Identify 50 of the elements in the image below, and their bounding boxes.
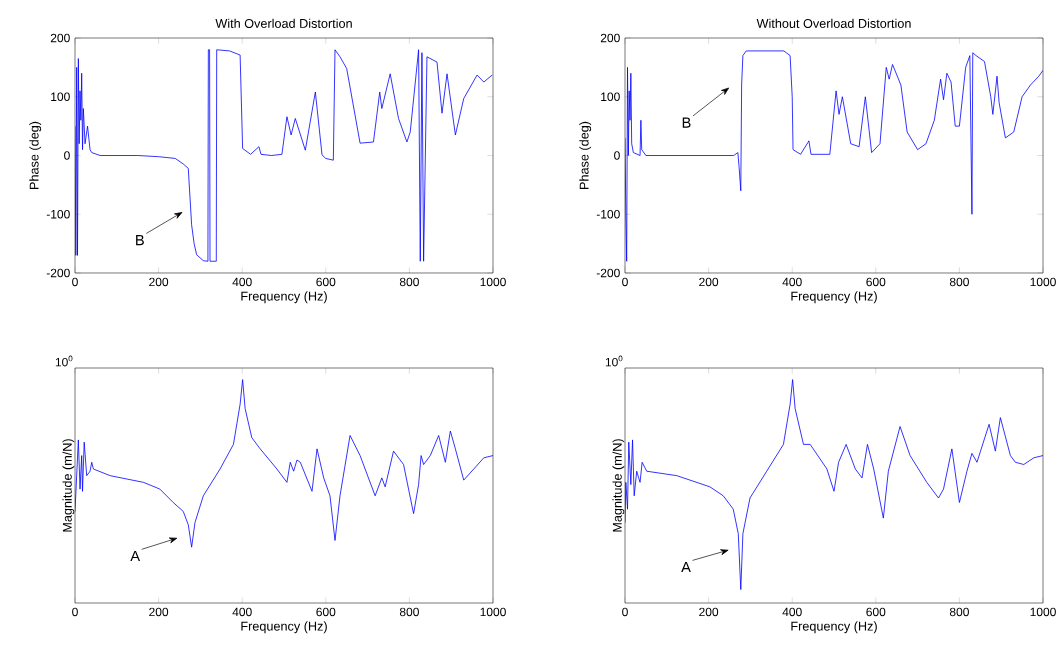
x-tick-label: 1000 — [1030, 277, 1056, 287]
y-axis-title: Magnitude (m/N) — [612, 439, 625, 532]
x-tick-label: 0 — [622, 607, 628, 617]
y-tick-label: -100 — [46, 210, 70, 219]
x-tick-label: 800 — [949, 277, 969, 287]
x-tick-label: 200 — [149, 607, 169, 617]
x-tick-label: 1000 — [1030, 607, 1056, 617]
annotation: A — [130, 550, 141, 562]
chart-title: Without Overload Distortion — [756, 18, 911, 28]
x-axis-title: Frequency (Hz) — [241, 621, 327, 634]
text: 10$^{0}$ — [605, 355, 623, 367]
x-tick-label: 200 — [149, 277, 169, 287]
y-tick-label: -200 — [46, 268, 70, 278]
annotation: B — [682, 117, 691, 128]
x-tick-label: 400 — [232, 277, 252, 287]
x-tick-label: 0 — [72, 607, 78, 617]
y-tick-label: -100 — [596, 210, 620, 219]
y-tick-label: 100 — [601, 92, 620, 102]
x-tick-label: 0 — [622, 277, 628, 287]
x-tick-label: 400 — [232, 607, 252, 617]
y-axis-title: Phase (deg) — [29, 121, 42, 189]
x-axis-title: Frequency (Hz) — [791, 621, 877, 634]
x-tick-label: 600 — [866, 607, 886, 617]
annotation: B — [136, 235, 144, 246]
annotation: A — [681, 562, 691, 573]
x-tick-label: 800 — [949, 607, 969, 617]
x-tick-label: 1000 — [480, 607, 506, 617]
x-axis-title: Frequency (Hz) — [241, 291, 327, 304]
y-axis-title: Phase (deg) — [579, 121, 592, 189]
y-tick-label: 200 — [50, 33, 70, 43]
x-tick-label: 0 — [72, 277, 78, 287]
x-tick-label: 400 — [782, 607, 802, 617]
x-tick-label: 200 — [699, 277, 719, 287]
x-tick-label: 1000 — [480, 277, 506, 287]
x-tick-label: 600 — [866, 277, 886, 287]
x-axis-title: Frequency (Hz) — [791, 291, 877, 304]
text: 10$^{0}$ — [55, 355, 73, 367]
y-tick-label: 200 — [600, 33, 620, 43]
y-tick-label: -200 — [596, 268, 620, 278]
x-tick-label: 800 — [399, 277, 419, 287]
x-tick-label: 400 — [782, 277, 802, 287]
x-tick-label: 800 — [399, 607, 419, 617]
y-tick-label: 100 — [51, 92, 70, 102]
x-tick-label: 600 — [316, 607, 336, 617]
x-tick-label: 200 — [699, 607, 719, 617]
y-tick-label: 0 — [64, 151, 70, 160]
y-axis-title: Magnitude (m/N) — [62, 439, 75, 532]
y-tick-label: 0 — [614, 151, 620, 160]
chart-title: With Overload Distortion — [215, 18, 352, 28]
x-tick-label: 600 — [316, 277, 336, 287]
